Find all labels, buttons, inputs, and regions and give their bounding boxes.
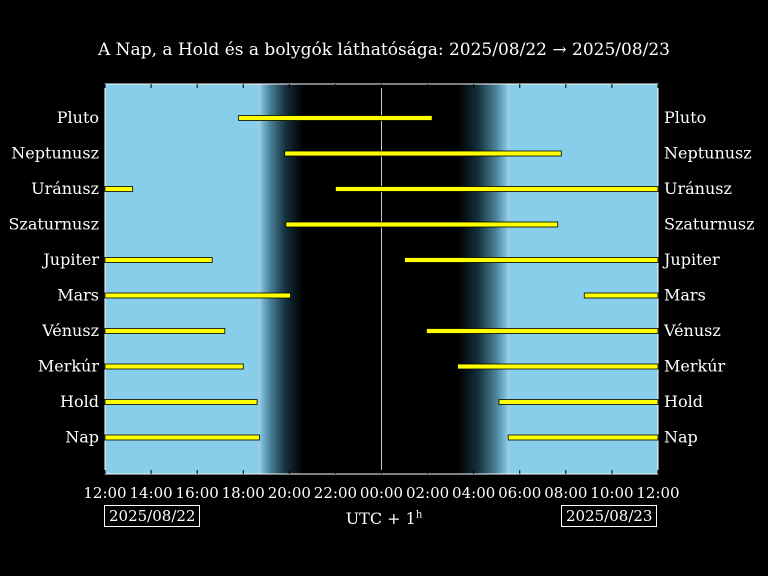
timezone-text: UTC + 1 [345, 509, 416, 528]
x-tick-label: 12:00 [636, 484, 679, 502]
row-label-right: Merkúr [664, 357, 726, 376]
day-region-right [508, 84, 658, 474]
row-label-left: Nap [65, 428, 99, 447]
chart-title: A Nap, a Hold és a bolygók láthatósága: … [98, 40, 670, 60]
x-tick-label: 02:00 [406, 484, 449, 502]
x-tick-label: 08:00 [544, 484, 587, 502]
row-label-right: Neptunusz [664, 144, 752, 163]
bar-hold-1 [498, 399, 659, 405]
bar-szaturnusz-0 [285, 221, 559, 228]
x-tick-label: 06:00 [498, 484, 541, 502]
start-date-box: 2025/08/22 [104, 505, 201, 527]
bar-jupiter-1 [404, 257, 659, 263]
bar-nap-1 [507, 434, 659, 441]
bar-mars-0 [104, 292, 291, 299]
bar-nap-0 [104, 434, 260, 441]
dusk-twilight [259, 84, 304, 474]
bar-mars-1 [583, 292, 659, 299]
x-tick-label: 22:00 [314, 484, 357, 502]
row-label-left: Uránusz [31, 179, 99, 198]
row-label-right: Pluto [664, 108, 706, 127]
bar-uránusz-0 [104, 186, 134, 192]
row-label-left: Pluto [57, 108, 99, 127]
row-label-right: Uránusz [664, 179, 732, 198]
x-tick-label: 20:00 [268, 484, 311, 502]
bar-jupiter-0 [104, 257, 213, 263]
row-label-left: Mars [57, 286, 99, 305]
row-label-right: Mars [664, 286, 706, 305]
row-label-left: Neptunusz [11, 144, 99, 163]
row-label-right: Jupiter [662, 250, 720, 269]
timezone-label: UTC + 1h [0, 509, 768, 528]
x-tick-label: 00:00 [360, 484, 403, 502]
x-tick-label: 12:00 [83, 484, 126, 502]
x-tick-label: 14:00 [129, 484, 172, 502]
row-label-left: Jupiter [41, 250, 99, 269]
bar-vénusz-1 [426, 328, 659, 334]
x-tick-label: 18:00 [222, 484, 265, 502]
bar-uránusz-1 [335, 186, 659, 192]
timezone-suffix: h [415, 509, 423, 521]
end-date-box: 2025/08/23 [561, 505, 658, 527]
row-label-right: Vénusz [663, 321, 721, 340]
bar-vénusz-0 [104, 328, 226, 334]
row-label-right: Hold [664, 392, 703, 411]
bar-neptunusz-0 [284, 150, 562, 157]
x-tick-label: 16:00 [176, 484, 219, 502]
bar-merkúr-0 [104, 363, 244, 370]
row-label-left: Vénusz [41, 321, 99, 340]
bar-merkúr-1 [457, 363, 659, 370]
row-label-right: Szaturnusz [664, 215, 755, 234]
x-tick-label: 04:00 [452, 484, 495, 502]
bar-pluto-0 [238, 115, 433, 121]
row-label-right: Nap [664, 428, 698, 447]
day-region-left [105, 84, 260, 474]
row-label-left: Szaturnusz [8, 215, 99, 234]
row-label-left: Merkúr [38, 357, 100, 376]
x-tick-label: 10:00 [590, 484, 633, 502]
bar-hold-0 [104, 399, 258, 405]
night-region [303, 84, 458, 474]
row-label-left: Hold [60, 392, 99, 411]
dawn-twilight [457, 84, 509, 474]
